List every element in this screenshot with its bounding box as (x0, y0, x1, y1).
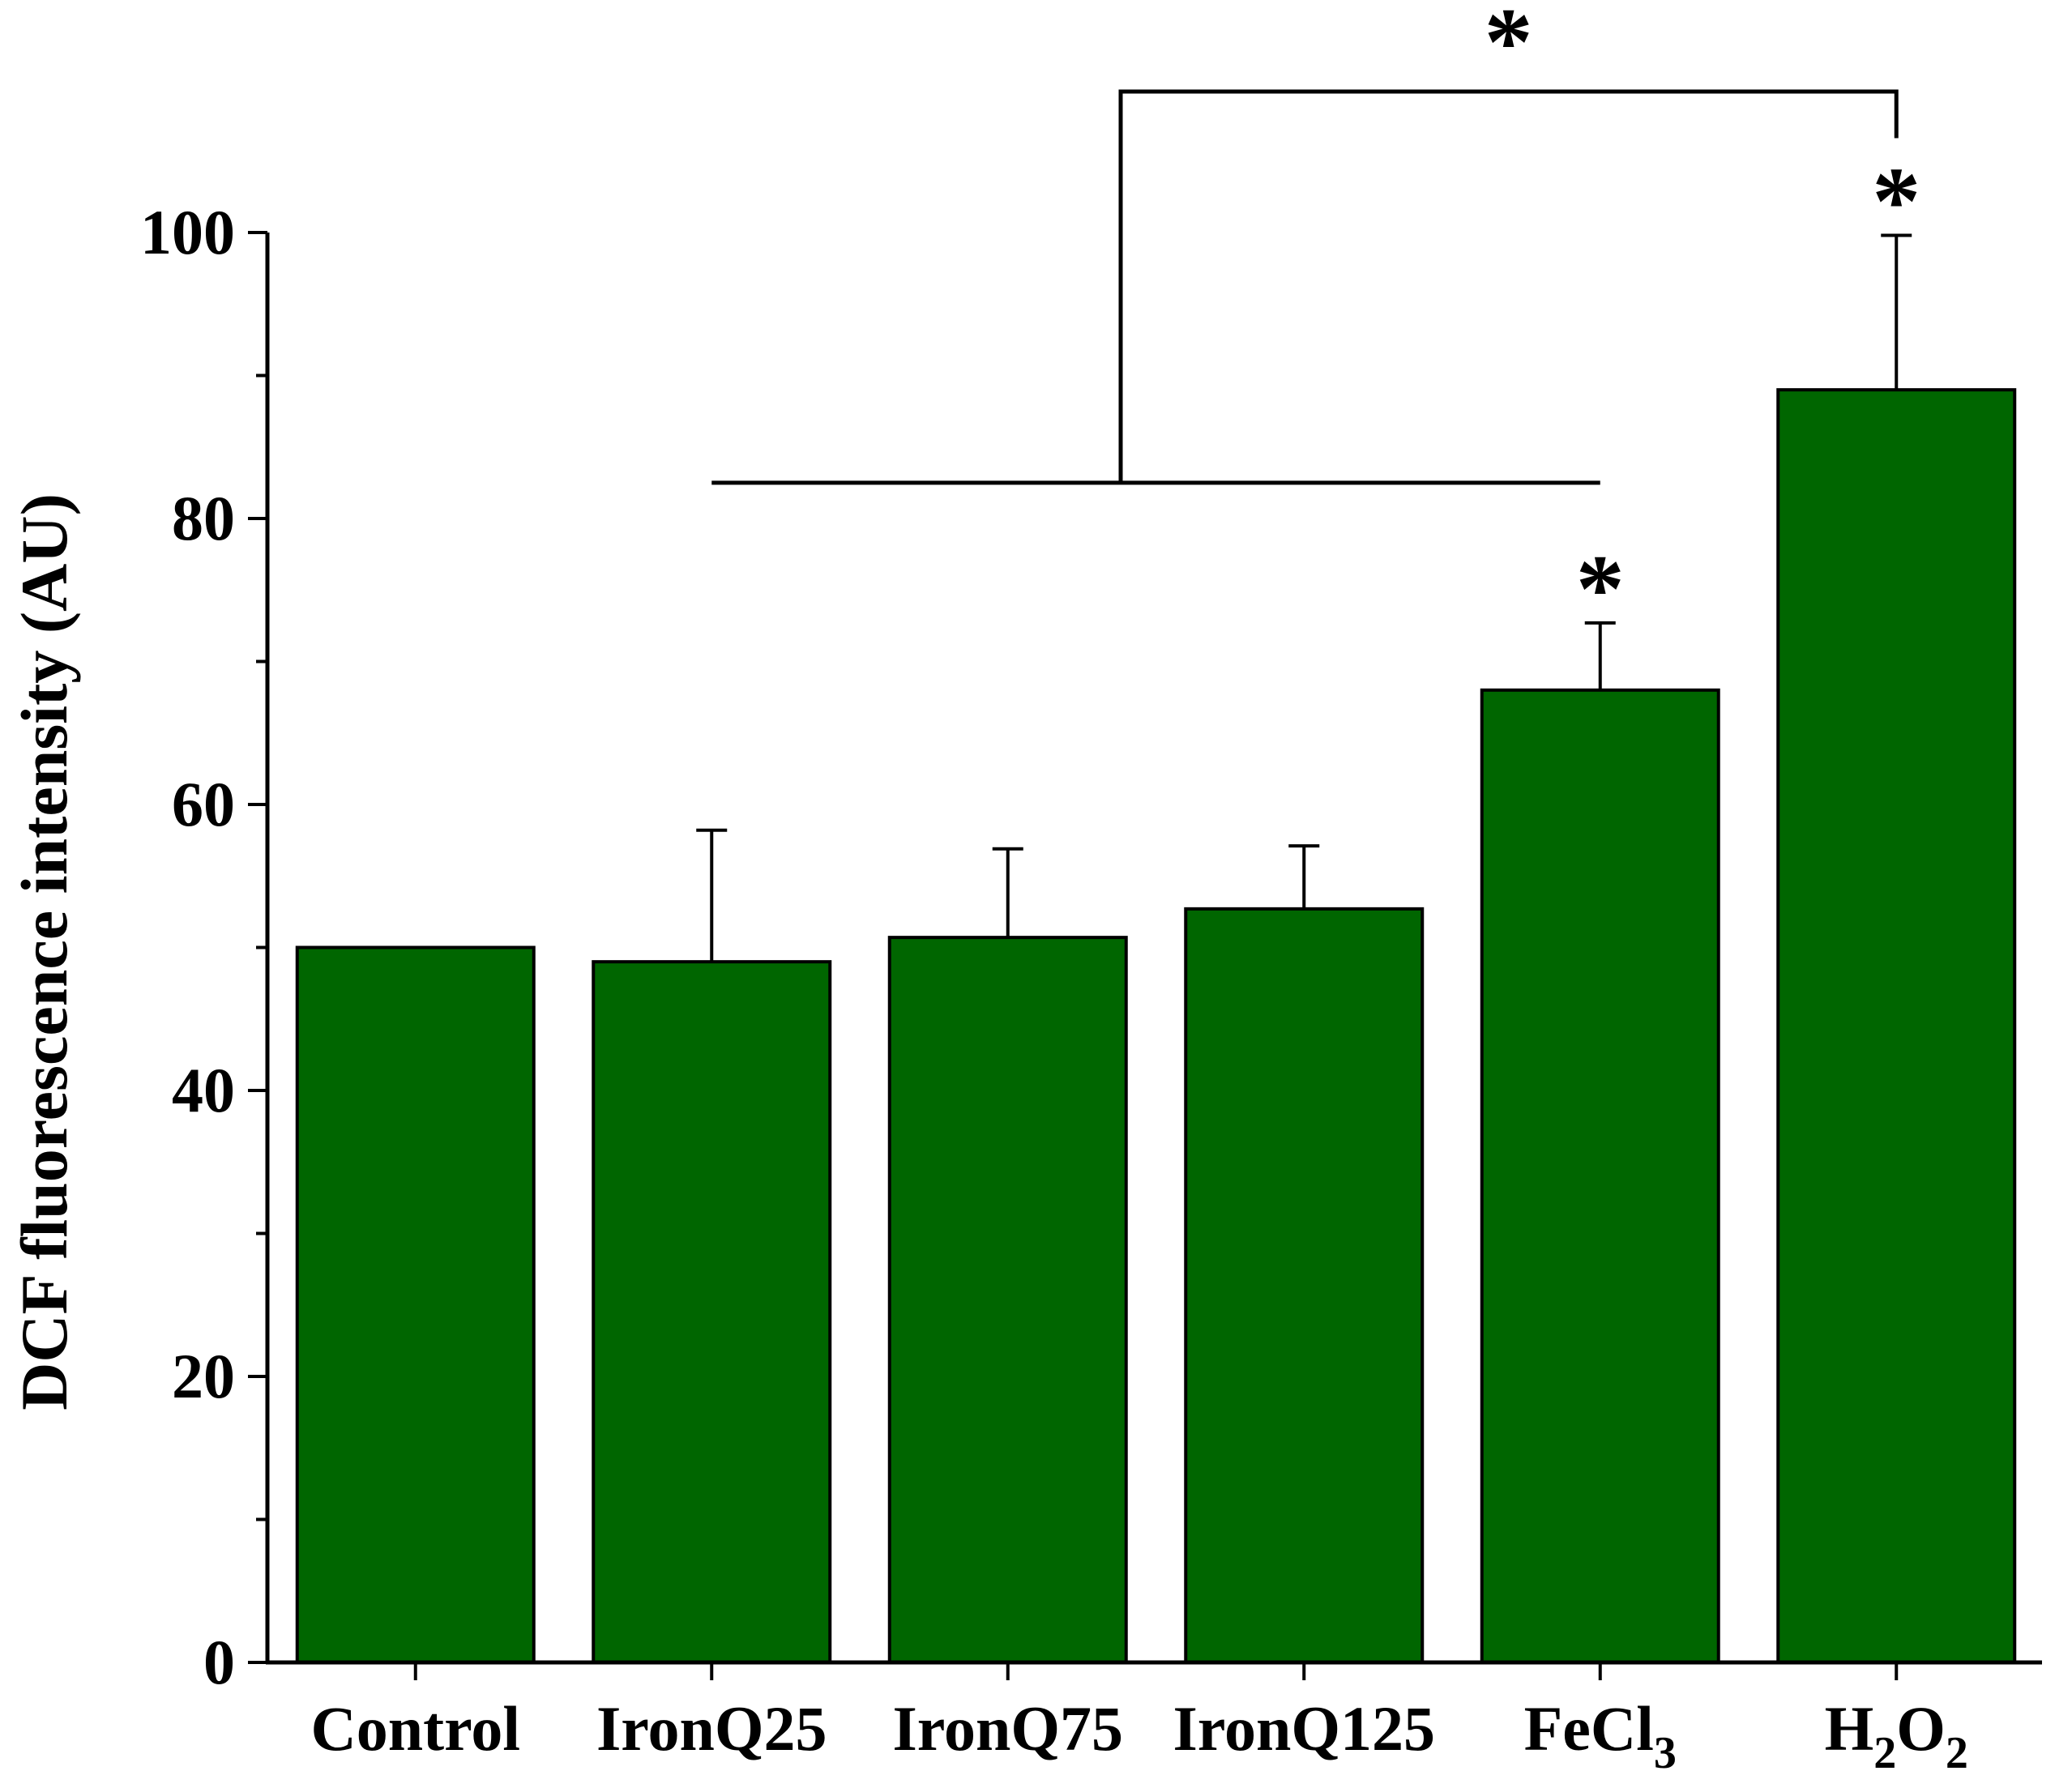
label-text: IronQ75 (892, 1693, 1123, 1764)
y-tick-label: 80 (172, 483, 235, 553)
label-subscript: 2 (1946, 1728, 1968, 1778)
y-axis-title: DCF fluorescence intensity (AU) (7, 493, 81, 1410)
x-tick-label: Control (310, 1693, 520, 1764)
comparison-star: * (1485, 0, 1533, 96)
label-text: O (1896, 1693, 1946, 1764)
label-text: H (1825, 1693, 1874, 1764)
bar-3 (1184, 907, 1425, 1664)
bar-4 (1480, 688, 1720, 1664)
x-tick-label: H2O2 (1825, 1693, 1968, 1778)
y-tick-label: 0 (203, 1627, 235, 1697)
bar-2 (887, 936, 1128, 1664)
bar-0 (295, 945, 536, 1664)
label-text: Control (310, 1693, 520, 1764)
label-text: IronQ125 (1173, 1693, 1435, 1764)
comparison-bracket (1118, 89, 1899, 483)
label-subscript: 2 (1873, 1728, 1896, 1778)
x-tick-label: FeCl3 (1524, 1693, 1677, 1778)
significance-star: * (1872, 147, 1920, 255)
x-tick-label: IronQ25 (596, 1693, 827, 1764)
y-tick-label: 20 (172, 1341, 235, 1411)
label-subscript: 3 (1654, 1728, 1677, 1778)
y-tick-label: 40 (172, 1055, 235, 1125)
label-text: FeCl (1524, 1693, 1654, 1764)
label-text: IronQ25 (596, 1693, 827, 1764)
x-tick-label: IronQ75 (892, 1693, 1123, 1764)
y-tick-label: 100 (140, 197, 235, 267)
bar-5 (1776, 388, 2017, 1664)
bar-1 (592, 960, 832, 1664)
significance-star: * (1576, 535, 1625, 642)
x-tick-label: IronQ125 (1173, 1693, 1435, 1764)
y-tick-label: 60 (172, 769, 235, 839)
